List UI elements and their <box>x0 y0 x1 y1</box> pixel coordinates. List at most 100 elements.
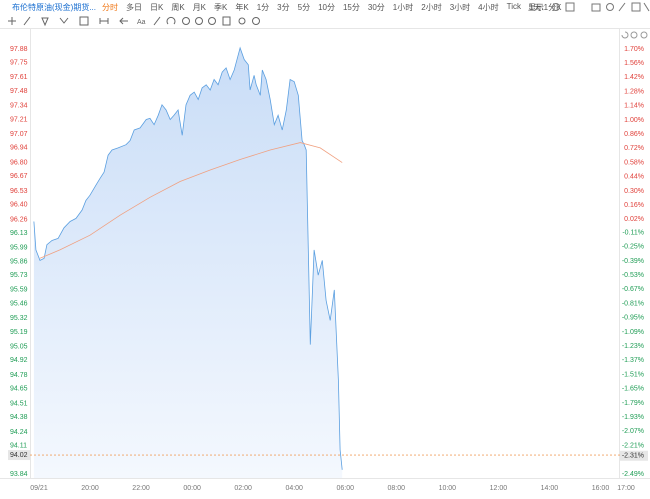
y2-tick-label: 1.70% <box>624 46 644 53</box>
zoom-in-icon[interactable] <box>640 31 648 39</box>
y-tick-label: 94.78 <box>10 372 28 379</box>
period-tab[interactable]: Tick <box>506 1 521 11</box>
brush-tool[interactable] <box>153 16 161 26</box>
period-tab[interactable]: 日K <box>150 2 164 12</box>
hide-tool[interactable] <box>208 17 216 25</box>
period-tab[interactable]: 年K <box>235 2 249 12</box>
instrument-title[interactable]: 布伦特原油(现金)期货... <box>12 2 96 12</box>
y-tick-label: 97.21 <box>10 116 28 123</box>
camera-icon[interactable] <box>591 3 601 12</box>
gear-icon[interactable] <box>606 3 614 11</box>
period-tabs: 分时 多日 日K 周K 月K 季K 年K 1分 3分 5分 10分 15分 30分 1小时 2小时 3小时 4小… <box>102 2 569 13</box>
y-tick-label: 96.13 <box>10 230 28 237</box>
period-tab[interactable]: 5分 <box>297 2 311 12</box>
y2-tick-label: 0.44% <box>624 174 644 181</box>
x-tick-label: 16:00 <box>592 485 610 492</box>
line-tool[interactable] <box>23 16 31 26</box>
crosshair-tool[interactable] <box>8 17 16 25</box>
period-tab[interactable]: 1分 <box>256 2 270 12</box>
zoom-out-icon[interactable] <box>630 31 638 39</box>
y2-tick-label: -2.07% <box>622 428 644 435</box>
reset-icon[interactable] <box>621 31 629 39</box>
magnet-tool[interactable] <box>166 16 176 25</box>
period-tab[interactable]: 周K <box>171 2 185 12</box>
y-tick-label: 94.24 <box>10 429 28 436</box>
y2-tick-label: -2.21% <box>622 442 644 449</box>
current-pct-label: -2.31% <box>622 453 644 460</box>
x-tick-label: 20:00 <box>81 485 99 492</box>
x-tick-label: 08:00 <box>388 485 406 492</box>
eye-tool[interactable] <box>182 17 190 25</box>
x-tick-label: 06:00 <box>336 485 354 492</box>
top-icons <box>552 2 650 12</box>
lock-tool[interactable] <box>195 17 203 25</box>
y-tick-label: 96.94 <box>10 145 28 152</box>
y2-tick-label: -1.09% <box>622 329 644 336</box>
period-tab[interactable]: 1天:1分K <box>528 2 562 12</box>
toolbar: 布伦特原油(现金)期货... 分时 多日 日K 周K 月K 季K 年K 1分 3分 5分 10分 15… <box>0 0 650 14</box>
y2-tick-label: 0.72% <box>624 145 644 152</box>
period-tab[interactable]: 3小时 <box>449 2 471 12</box>
y2-tick-label: 1.00% <box>624 117 644 124</box>
period-tab[interactable]: 30分 <box>367 2 385 12</box>
period-tab[interactable]: 2小时 <box>421 2 442 12</box>
y-tick-label: 95.99 <box>10 245 28 252</box>
y-tick-label: 95.46 <box>10 300 28 307</box>
period-tab[interactable]: 3分 <box>277 2 290 12</box>
y-tick-label: 97.75 <box>10 60 28 67</box>
wave-tool[interactable] <box>59 17 69 24</box>
settings-tool[interactable] <box>252 17 260 25</box>
y-tick-label: 95.73 <box>10 272 28 279</box>
current-price-label: 94.02 <box>10 452 28 459</box>
y-tick-label: 96.53 <box>10 188 28 195</box>
y2-tick-label: -0.67% <box>622 286 644 293</box>
shape-tool[interactable] <box>41 17 49 27</box>
y2-tick-label: -1.51% <box>622 371 644 378</box>
period-tab[interactable]: 1小时 <box>392 2 414 12</box>
y2-tick-label: -0.53% <box>622 272 644 279</box>
y2-tick-label: -1.23% <box>622 343 644 350</box>
period-tab[interactable]: 多日 <box>126 2 142 12</box>
y2-tick-label: -1.65% <box>622 386 644 393</box>
close-icon[interactable] <box>643 2 650 12</box>
period-tab[interactable]: 4小时 <box>478 2 499 12</box>
y-tick-label: 95.59 <box>10 287 28 294</box>
current-price-box <box>8 450 30 461</box>
y2-tick-label: 0.02% <box>624 216 644 223</box>
y-tick-label: 93.84 <box>10 471 28 478</box>
edit-icon[interactable] <box>618 2 626 12</box>
x-tick-label: 10:00 <box>439 485 457 492</box>
period-tab[interactable]: 月K <box>192 2 207 12</box>
y2-tick-label: 0.30% <box>624 188 644 195</box>
period-tab[interactable]: 10分 <box>318 2 335 12</box>
y-tick-label: 94.92 <box>10 357 28 364</box>
drawing-toolbar: Aa <box>8 16 260 27</box>
y-tick-label: 96.80 <box>10 159 28 166</box>
measure-tool[interactable] <box>99 18 109 24</box>
x-tick-label: 12:00 <box>490 485 508 492</box>
y-tick-label: 95.05 <box>10 344 28 351</box>
text-tool[interactable]: Aa <box>137 19 146 26</box>
period-tab[interactable]: 季K <box>214 2 228 12</box>
x-tick-label: 04:00 <box>285 485 303 492</box>
y-tick-label: 94.65 <box>10 386 28 393</box>
display-menu[interactable]: 显示 <box>528 2 544 12</box>
period-tab[interactable]: 分时 <box>102 2 118 12</box>
x-tick-label: 09/21 <box>30 485 48 492</box>
settings-icon[interactable] <box>552 3 560 11</box>
y2-tick-label: 1.42% <box>624 74 644 81</box>
x-tick-label: 22:00 <box>132 485 150 492</box>
period-tab[interactable]: 15分 <box>342 2 360 12</box>
link-tool[interactable] <box>238 17 246 25</box>
y-tick-label: 96.67 <box>10 173 28 180</box>
window-icon[interactable] <box>565 2 575 12</box>
fullscreen-icon[interactable] <box>631 2 641 12</box>
y-tick-label: 94.11 <box>10 442 27 449</box>
y-tick-label: 95.32 <box>10 315 28 322</box>
arrow-tool[interactable] <box>119 17 128 25</box>
y-tick-label: 95.86 <box>10 258 28 265</box>
fib-tool[interactable] <box>79 16 89 26</box>
delete-tool[interactable] <box>222 16 231 26</box>
